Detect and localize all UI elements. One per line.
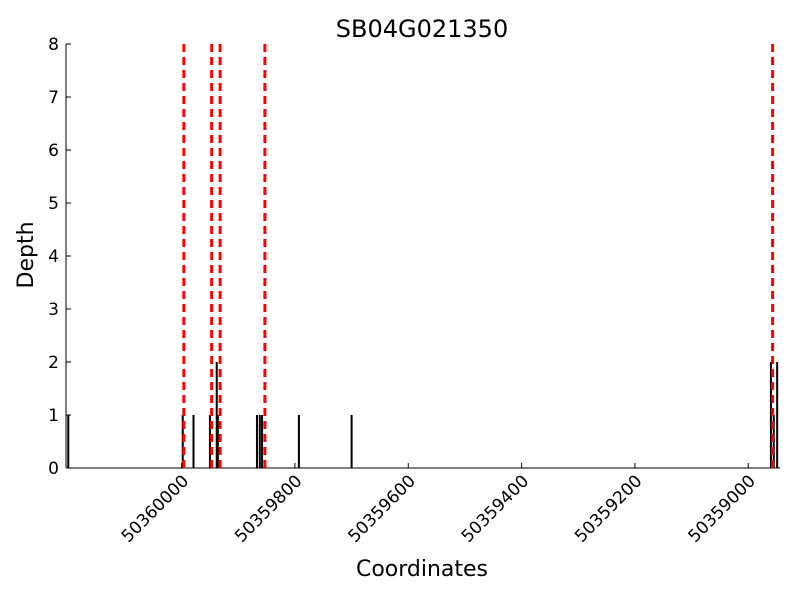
depth-bar <box>769 362 772 468</box>
depth-bar <box>255 415 258 468</box>
y-tick-label: 2 <box>48 353 59 373</box>
depth-bar <box>216 415 219 468</box>
chart-title: SB04G021350 <box>336 15 508 43</box>
y-tick-label: 1 <box>48 406 59 426</box>
x-axis-label: Coordinates <box>356 557 488 582</box>
y-tick-label: 5 <box>48 194 59 214</box>
x-tick-label: 50359200 <box>571 471 646 546</box>
x-tick-label: 50359800 <box>231 471 306 546</box>
depth-bar <box>192 415 195 468</box>
x-tick-label: 50359000 <box>684 471 759 546</box>
x-tick-label: 50359400 <box>458 471 533 546</box>
y-axis-label: Depth <box>14 221 39 288</box>
x-tick-label: 50359600 <box>344 471 419 546</box>
y-tick-label: 0 <box>48 459 59 479</box>
y-tick-label: 3 <box>48 300 59 320</box>
depth-bar <box>67 415 70 468</box>
y-tick-label: 4 <box>48 247 59 267</box>
depth-bar <box>208 415 211 468</box>
depth-bar <box>261 415 264 468</box>
depth-bar <box>215 362 218 468</box>
depth-bar <box>297 415 300 468</box>
plot-area: 0 1 2 3 4 5 6 7 8 50360000 50359800 50359600 5035940… <box>48 35 780 547</box>
x-tick-label: 50360000 <box>118 471 193 546</box>
y-tick-label: 7 <box>48 88 59 108</box>
depth-bar <box>776 362 779 468</box>
y-tick-label: 6 <box>48 141 59 161</box>
depth-bar <box>258 415 261 468</box>
depth-bar <box>350 415 353 468</box>
y-tick-label: 8 <box>48 35 59 55</box>
